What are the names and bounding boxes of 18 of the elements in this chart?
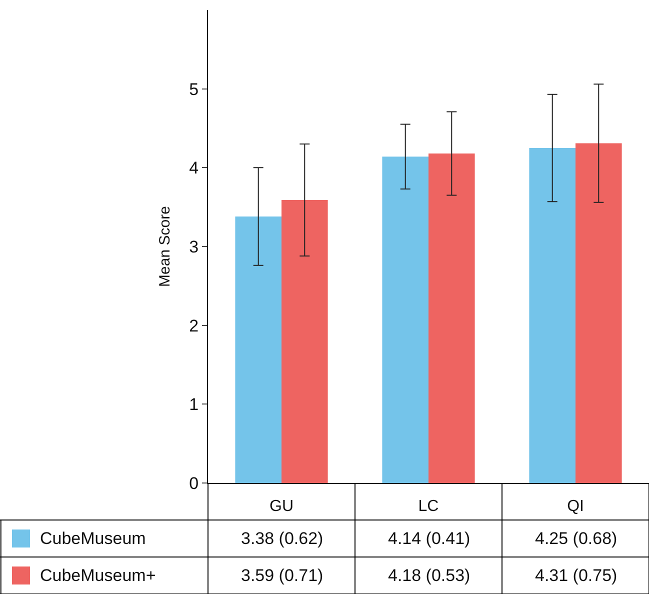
- y-axis-title: Mean Score: [156, 206, 174, 287]
- y-tick-label: 0: [189, 474, 199, 493]
- data-label: 4.25 (0.68): [535, 529, 618, 548]
- data-label: 3.59 (0.71): [241, 566, 324, 585]
- x-tick-label: GU: [270, 498, 294, 516]
- x-tick-label: LC: [418, 498, 439, 516]
- data-label: 4.18 (0.53): [388, 566, 470, 585]
- legend-label: CubeMuseum: [40, 529, 146, 548]
- legend-label: CubeMuseum+: [40, 566, 156, 585]
- data-label: 3.38 (0.62): [241, 529, 324, 548]
- y-tick-label: 1: [189, 395, 199, 414]
- x-tick-label: QI: [567, 498, 584, 516]
- data-label: 4.31 (0.75): [535, 566, 618, 585]
- y-tick-label: 3: [189, 237, 199, 256]
- data-label: 4.14 (0.41): [388, 529, 470, 548]
- y-tick-label: 4: [189, 158, 199, 178]
- y-tick-label: 2: [189, 316, 199, 336]
- y-tick-label: 5: [189, 80, 199, 99]
